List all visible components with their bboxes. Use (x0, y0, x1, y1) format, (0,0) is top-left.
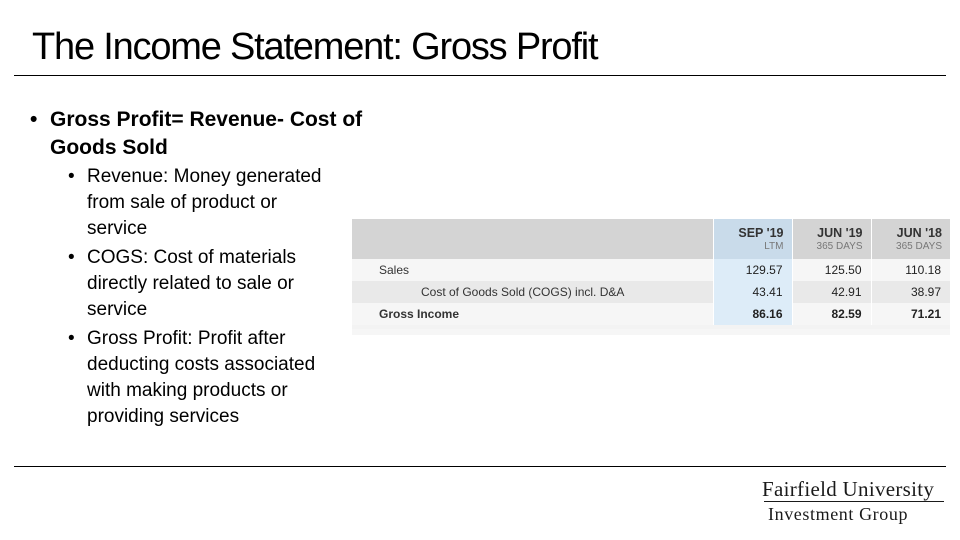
table-row-cogs: Cost of Goods Sold (COGS) incl. D&A 43.4… (352, 281, 950, 303)
slide-title: The Income Statement: Gross Profit (32, 26, 599, 68)
title-divider (14, 75, 946, 76)
table-cropped-row (352, 329, 950, 335)
income-statement-table: SEP '19 LTM JUN '19 365 DAYS JUN '18 365… (352, 219, 950, 335)
table-cell: 71.21 (870, 303, 950, 325)
sub-bullet-gross-profit: • Gross Profit: Profit after deducting c… (68, 326, 330, 430)
bullet-dot-icon: • (68, 328, 75, 349)
table-cell: 43.41 (712, 281, 792, 303)
table-row-gross-income: Gross Income 86.16 82.59 71.21 (352, 303, 950, 325)
table-cell: 125.50 (791, 259, 871, 281)
sub-bullet-revenue: • Revenue: Money generated from sale of … (68, 164, 330, 242)
table-cell: 129.57 (712, 259, 792, 281)
header-col-jun18: JUN '18 365 DAYS (870, 219, 950, 259)
fairfield-logo: Fairfield University Investment Group (762, 478, 946, 524)
sub-bullet-text: COGS: Cost of materials directly related… (87, 247, 297, 320)
bullet-main: • Gross Profit= Revenue- Cost of Goods S… (30, 106, 375, 162)
sub-bullet-cogs: • COGS: Cost of materials directly relat… (68, 245, 330, 323)
table-header-row: SEP '19 LTM JUN '19 365 DAYS JUN '18 365… (352, 219, 950, 259)
bullet-dot-icon: • (68, 247, 75, 268)
table-row-sales: Sales 129.57 125.50 110.18 (352, 259, 950, 281)
header-label-cell (352, 219, 713, 259)
row-label: Cost of Goods Sold (COGS) incl. D&A (421, 285, 625, 299)
logo-line1: Fairfield University (762, 477, 935, 501)
table-cell: 82.59 (791, 303, 871, 325)
bullet-dot-icon: • (68, 166, 75, 187)
header-col-jun19: JUN '19 365 DAYS (791, 219, 871, 259)
row-label: Gross Income (379, 307, 460, 321)
bullet-main-text: Gross Profit= Revenue- Cost of Goods Sol… (50, 108, 363, 159)
row-label: Sales (379, 263, 410, 277)
logo-line2: Investment Group (768, 504, 909, 524)
table-cell: 110.18 (870, 259, 950, 281)
table-cell: 86.16 (712, 303, 792, 325)
footer-divider (14, 466, 946, 467)
table-cell: 42.91 (791, 281, 871, 303)
bullet-list: • Gross Profit= Revenue- Cost of Goods S… (30, 106, 375, 430)
bullet-dot-icon: • (30, 108, 38, 131)
sub-bullet-text: Revenue: Money generated from sale of pr… (87, 166, 322, 239)
table-cell: 38.97 (870, 281, 950, 303)
logo-divider (764, 501, 944, 502)
sub-bullet-list: • Revenue: Money generated from sale of … (30, 164, 330, 430)
sub-bullet-text: Gross Profit: Profit after deducting cos… (87, 328, 316, 427)
header-col-sep19: SEP '19 LTM (712, 219, 792, 259)
